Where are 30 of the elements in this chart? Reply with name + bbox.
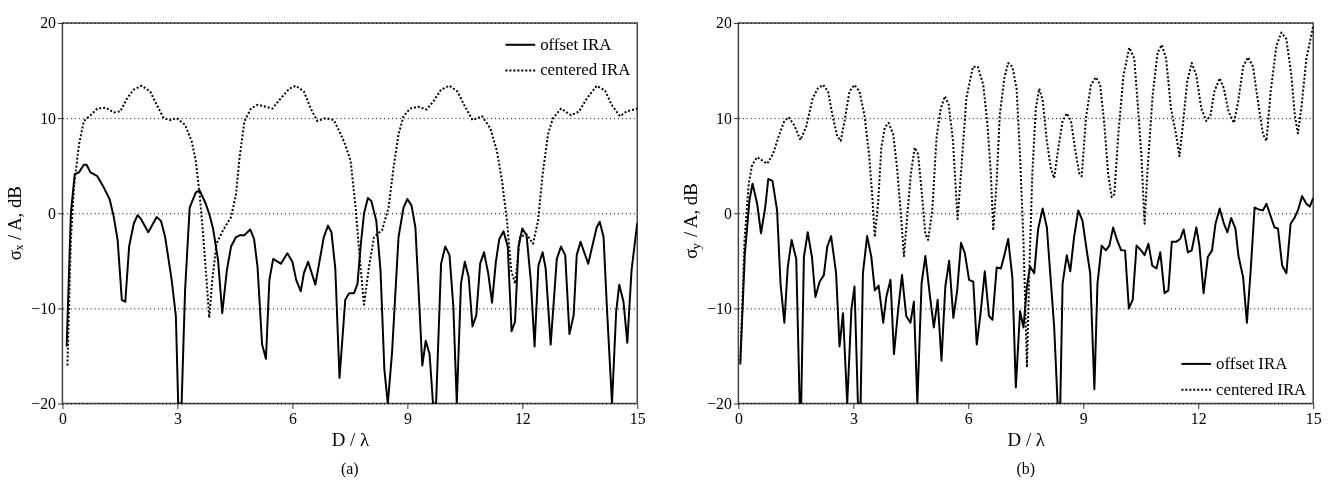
- y-tick-label: 0: [724, 204, 733, 222]
- legend-label: centered IRA: [540, 60, 632, 80]
- x-tick-label: 12: [514, 409, 531, 427]
- x-axis-title: D / λ: [331, 428, 370, 450]
- y-axis-title: σₓ / A, dB: [3, 186, 25, 261]
- x-tick-label: 12: [1190, 409, 1207, 427]
- x-tick-label: 9: [403, 409, 412, 427]
- x-tick-label: 6: [288, 409, 297, 427]
- x-tick-label: 15: [629, 409, 646, 427]
- y-axis-title: σy / A, dB: [679, 183, 703, 259]
- x-tick-label: 6: [964, 409, 973, 427]
- x-tick-label: 9: [1079, 409, 1088, 427]
- x-tick-label: 3: [849, 409, 858, 427]
- legend-label: centered IRA: [1216, 379, 1308, 399]
- legend-label: offset IRA: [540, 34, 613, 54]
- y-tick-label: 0: [48, 204, 57, 222]
- y-tick-label: 10: [40, 109, 57, 127]
- y-tick-label: 10: [716, 109, 733, 127]
- legend-label: offset IRA: [1216, 353, 1289, 373]
- text: (a): [341, 459, 359, 478]
- text: (b): [1016, 459, 1036, 478]
- y-tick-label: 20: [716, 14, 733, 32]
- y-tick-label: −10: [707, 299, 733, 317]
- x-tick-label: 3: [173, 409, 182, 427]
- y-tick-label: −10: [31, 299, 57, 317]
- x-tick-label: 15: [1305, 409, 1322, 427]
- x-axis-title: D / λ: [1007, 428, 1046, 450]
- y-tick-label: 20: [40, 14, 57, 32]
- y-tick-label: −20: [707, 395, 733, 413]
- y-tick-label: −20: [31, 395, 57, 413]
